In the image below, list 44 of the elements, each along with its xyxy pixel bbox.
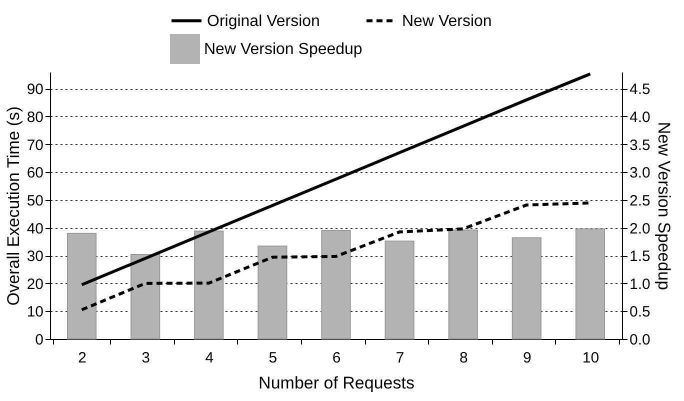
y-tick-label: 60 [26, 164, 44, 182]
bar [194, 230, 224, 340]
y2-tick-label: 3.0 [630, 164, 650, 182]
y-tick-label: 80 [26, 109, 44, 126]
y-tick-label: 0 [35, 332, 44, 348]
y2-tick-label: 0.0 [630, 332, 650, 348]
y-tick-label: 20 [26, 276, 44, 293]
y2-tick-label: 3.5 [630, 136, 650, 154]
y-tick-label: 40 [26, 220, 44, 238]
y-axis-title: Overall Execution Time (s) [4, 106, 23, 306]
x-tick-label: 5 [268, 350, 278, 366]
bar [130, 254, 160, 340]
x-tick-label: 4 [205, 350, 214, 366]
y2-tick-label: 4.5 [630, 81, 650, 98]
x-axis-title: Number of Requests [258, 374, 414, 392]
x-tick-label: 10 [582, 350, 600, 366]
x-tick-label: 3 [142, 350, 150, 366]
bar [66, 232, 97, 340]
x-tick-label: 7 [396, 350, 404, 366]
x-tick-label: 6 [332, 350, 341, 366]
legend-label: New Version [402, 12, 492, 30]
y-tick-label: 30 [26, 248, 44, 266]
legend-label: New Version Speedup [204, 41, 362, 58]
y2-tick-label: 1.5 [630, 248, 650, 266]
y2-axis-title: New Version Speedup [654, 122, 674, 290]
bar [512, 237, 542, 340]
bar [448, 229, 478, 340]
bar [258, 246, 288, 340]
bar [575, 228, 606, 340]
y-tick-label: 90 [26, 81, 44, 98]
x-tick-label: 9 [522, 350, 532, 366]
y2-tick-label: 0.5 [630, 304, 650, 321]
y2-tick-label: 1.0 [630, 276, 650, 293]
y2-tick-label: 2.5 [630, 192, 650, 210]
legend-label: Original Version [207, 12, 320, 30]
y-tick-label: 50 [26, 192, 44, 210]
y2-tick-label: 4.0 [630, 109, 650, 126]
bar [384, 240, 414, 340]
x-tick-label: 8 [459, 350, 468, 366]
bar [321, 230, 351, 340]
y-tick-label: 70 [26, 136, 44, 154]
y2-tick-label: 2.0 [630, 220, 650, 238]
y-tick-label: 10 [26, 304, 44, 321]
x-tick-label: 2 [78, 350, 86, 366]
